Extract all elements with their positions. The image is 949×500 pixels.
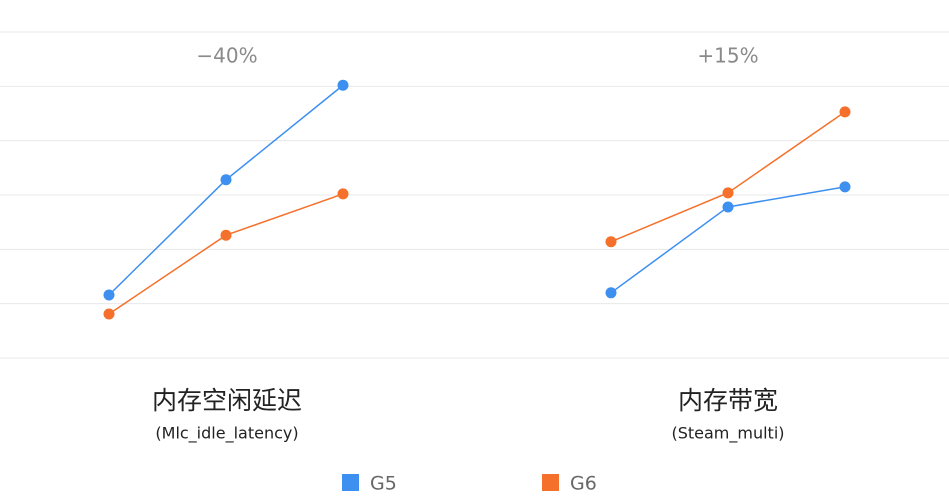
- panel-subtitle: (Mlc_idle_latency): [155, 424, 298, 444]
- series-line: [108, 84, 344, 296]
- data-point: [103, 289, 115, 301]
- data-point: [605, 236, 617, 248]
- data-point: [722, 187, 734, 199]
- series-line: [610, 111, 846, 243]
- data-point: [839, 106, 851, 118]
- data-point: [220, 229, 232, 241]
- data-point: [103, 308, 115, 320]
- data-point: [337, 188, 349, 200]
- legend-label: G5: [370, 473, 397, 495]
- panel-label: 内存空闲延迟: [152, 386, 302, 415]
- data-point: [220, 174, 232, 186]
- panel-title: +15%: [697, 44, 758, 68]
- panel-label: 内存带宽: [678, 386, 778, 415]
- data-point: [722, 201, 734, 213]
- panel-title: −40%: [196, 44, 257, 68]
- legend-swatch: [542, 474, 559, 491]
- legend-label: G6: [570, 473, 597, 495]
- data-point: [839, 181, 851, 193]
- data-point: [605, 287, 617, 299]
- series-line: [108, 193, 344, 315]
- data-point: [337, 79, 349, 91]
- legend-swatch: [342, 474, 359, 491]
- panel-subtitle: (Steam_multi): [671, 424, 784, 444]
